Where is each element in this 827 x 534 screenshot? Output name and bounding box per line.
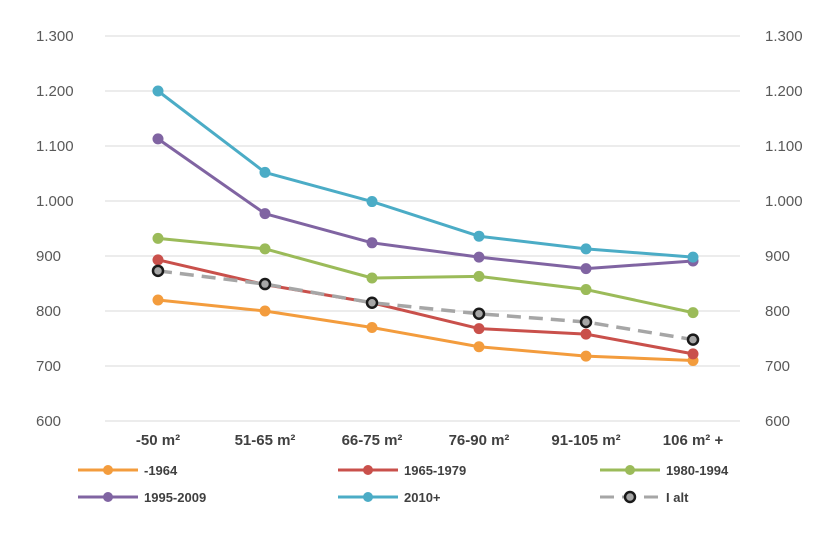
series-1964 xyxy=(152,294,699,366)
legend-item-1980-1994: 1980-1994 xyxy=(600,463,729,478)
point-1995-2009-3 xyxy=(473,251,485,263)
x-tick-0: -50 m² xyxy=(136,432,180,449)
y-tick-right-1000: 1.000 xyxy=(765,193,803,210)
x-tick-4: 91-105 m² xyxy=(551,432,620,449)
point-i-alt-3 xyxy=(472,307,486,320)
point-1965-1979-3 xyxy=(473,323,485,335)
y-tick-left-1200: 1.200 xyxy=(36,83,74,100)
point-i-alt-1 xyxy=(258,277,272,291)
y-tick-left-800: 800 xyxy=(36,303,61,320)
series-line-1980-1994 xyxy=(157,236,694,315)
point-1995-2009-1 xyxy=(259,208,271,220)
legend: -1964 1965-1979 1980-1994 1995-2009 2010+ I a… xyxy=(78,463,729,505)
point-i-alt-0 xyxy=(151,264,165,278)
gridlines xyxy=(105,35,740,422)
y-tick-right-800: 800 xyxy=(765,303,790,320)
legend-label-1995-2009: 1995-2009 xyxy=(144,490,206,505)
y-tick-right-900: 900 xyxy=(765,248,790,265)
y-tick-left-600: 600 xyxy=(36,413,61,430)
point-1964-3 xyxy=(473,341,485,353)
series-layer xyxy=(151,85,700,366)
y-axis-right: 600 700 800 900 1.000 1.100 1.200 1.300 xyxy=(765,28,803,430)
series-line-2010 xyxy=(157,89,694,259)
x-tick-1: 51-65 m² xyxy=(235,432,296,449)
y-tick-right-1200: 1.200 xyxy=(765,83,803,100)
point-2010-5 xyxy=(687,251,699,263)
point-1980-1994-5 xyxy=(687,307,699,319)
point-1964-1 xyxy=(259,305,271,317)
series-2010 xyxy=(152,85,699,263)
legend-item-1965-1979: 1965-1979 xyxy=(338,463,466,478)
legend-marker-i-alt xyxy=(623,490,637,504)
series-1980-1994 xyxy=(152,232,699,319)
legend-label-1964: -1964 xyxy=(144,463,178,478)
point-2010-2 xyxy=(366,196,378,208)
point-1965-1979-5 xyxy=(687,348,699,360)
y-tick-left-700: 700 xyxy=(36,358,61,375)
legend-marker-1995-2009 xyxy=(103,492,113,502)
point-1980-1994-1 xyxy=(259,243,271,255)
y-tick-left-1100: 1.100 xyxy=(36,138,74,155)
point-1964-4 xyxy=(580,350,592,362)
series-line-i-alt xyxy=(157,269,694,342)
point-i-alt-5 xyxy=(686,333,700,346)
legend-item-2010: 2010+ xyxy=(338,490,441,505)
series-line-1964 xyxy=(157,298,694,362)
legend-marker-2010 xyxy=(363,492,373,502)
point-1965-1979-0 xyxy=(152,254,164,266)
legend-label-1980-1994: 1980-1994 xyxy=(666,463,729,478)
point-2010-0 xyxy=(152,85,164,97)
y-tick-right-700: 700 xyxy=(765,358,790,375)
legend-label-1965-1979: 1965-1979 xyxy=(404,463,466,478)
point-2010-3 xyxy=(473,230,485,242)
y-tick-right-600: 600 xyxy=(765,413,790,430)
legend-label-2010: 2010+ xyxy=(404,490,441,505)
legend-item-i-alt: I alt xyxy=(600,490,689,505)
series-line-1995-2009 xyxy=(157,137,694,271)
y-tick-right-1100: 1.100 xyxy=(765,138,803,155)
point-1995-2009-0 xyxy=(152,133,164,145)
x-tick-5: 106 m² + xyxy=(663,432,724,449)
legend-item-1995-2009: 1995-2009 xyxy=(78,490,206,505)
point-i-alt-2 xyxy=(365,296,379,309)
point-1980-1994-2 xyxy=(366,272,378,284)
point-2010-4 xyxy=(580,243,592,255)
point-1965-1979-4 xyxy=(580,328,592,340)
point-1980-1994-0 xyxy=(152,232,164,244)
legend-label-i-alt: I alt xyxy=(666,490,689,505)
x-axis: -50 m² 51-65 m² 66-75 m² 76-90 m² 91-105 m² 1… xyxy=(136,432,724,449)
series-i-alt xyxy=(151,264,700,346)
point-1995-2009-2 xyxy=(366,237,378,249)
y-axis-left: 600 700 800 900 1.000 1.100 1.200 1.300 xyxy=(36,28,74,430)
point-2010-1 xyxy=(259,166,271,178)
y-tick-left-900: 900 xyxy=(36,248,61,265)
point-1980-1994-4 xyxy=(580,284,592,296)
legend-marker-1965-1979 xyxy=(363,465,373,475)
x-tick-2: 66-75 m² xyxy=(342,432,403,449)
legend-marker-1964 xyxy=(103,465,113,475)
point-i-alt-4 xyxy=(579,315,593,329)
point-1964-0 xyxy=(152,294,164,306)
point-1964-2 xyxy=(366,322,378,333)
y-tick-left-1000: 1.000 xyxy=(36,193,74,210)
legend-marker-1980-1994 xyxy=(625,465,635,475)
y-tick-right-1300: 1.300 xyxy=(765,28,803,45)
y-tick-left-1300: 1.300 xyxy=(36,28,74,45)
legend-item-1964: -1964 xyxy=(78,463,178,478)
point-1980-1994-3 xyxy=(473,270,485,282)
x-tick-3: 76-90 m² xyxy=(449,432,510,449)
point-1995-2009-4 xyxy=(580,263,592,275)
